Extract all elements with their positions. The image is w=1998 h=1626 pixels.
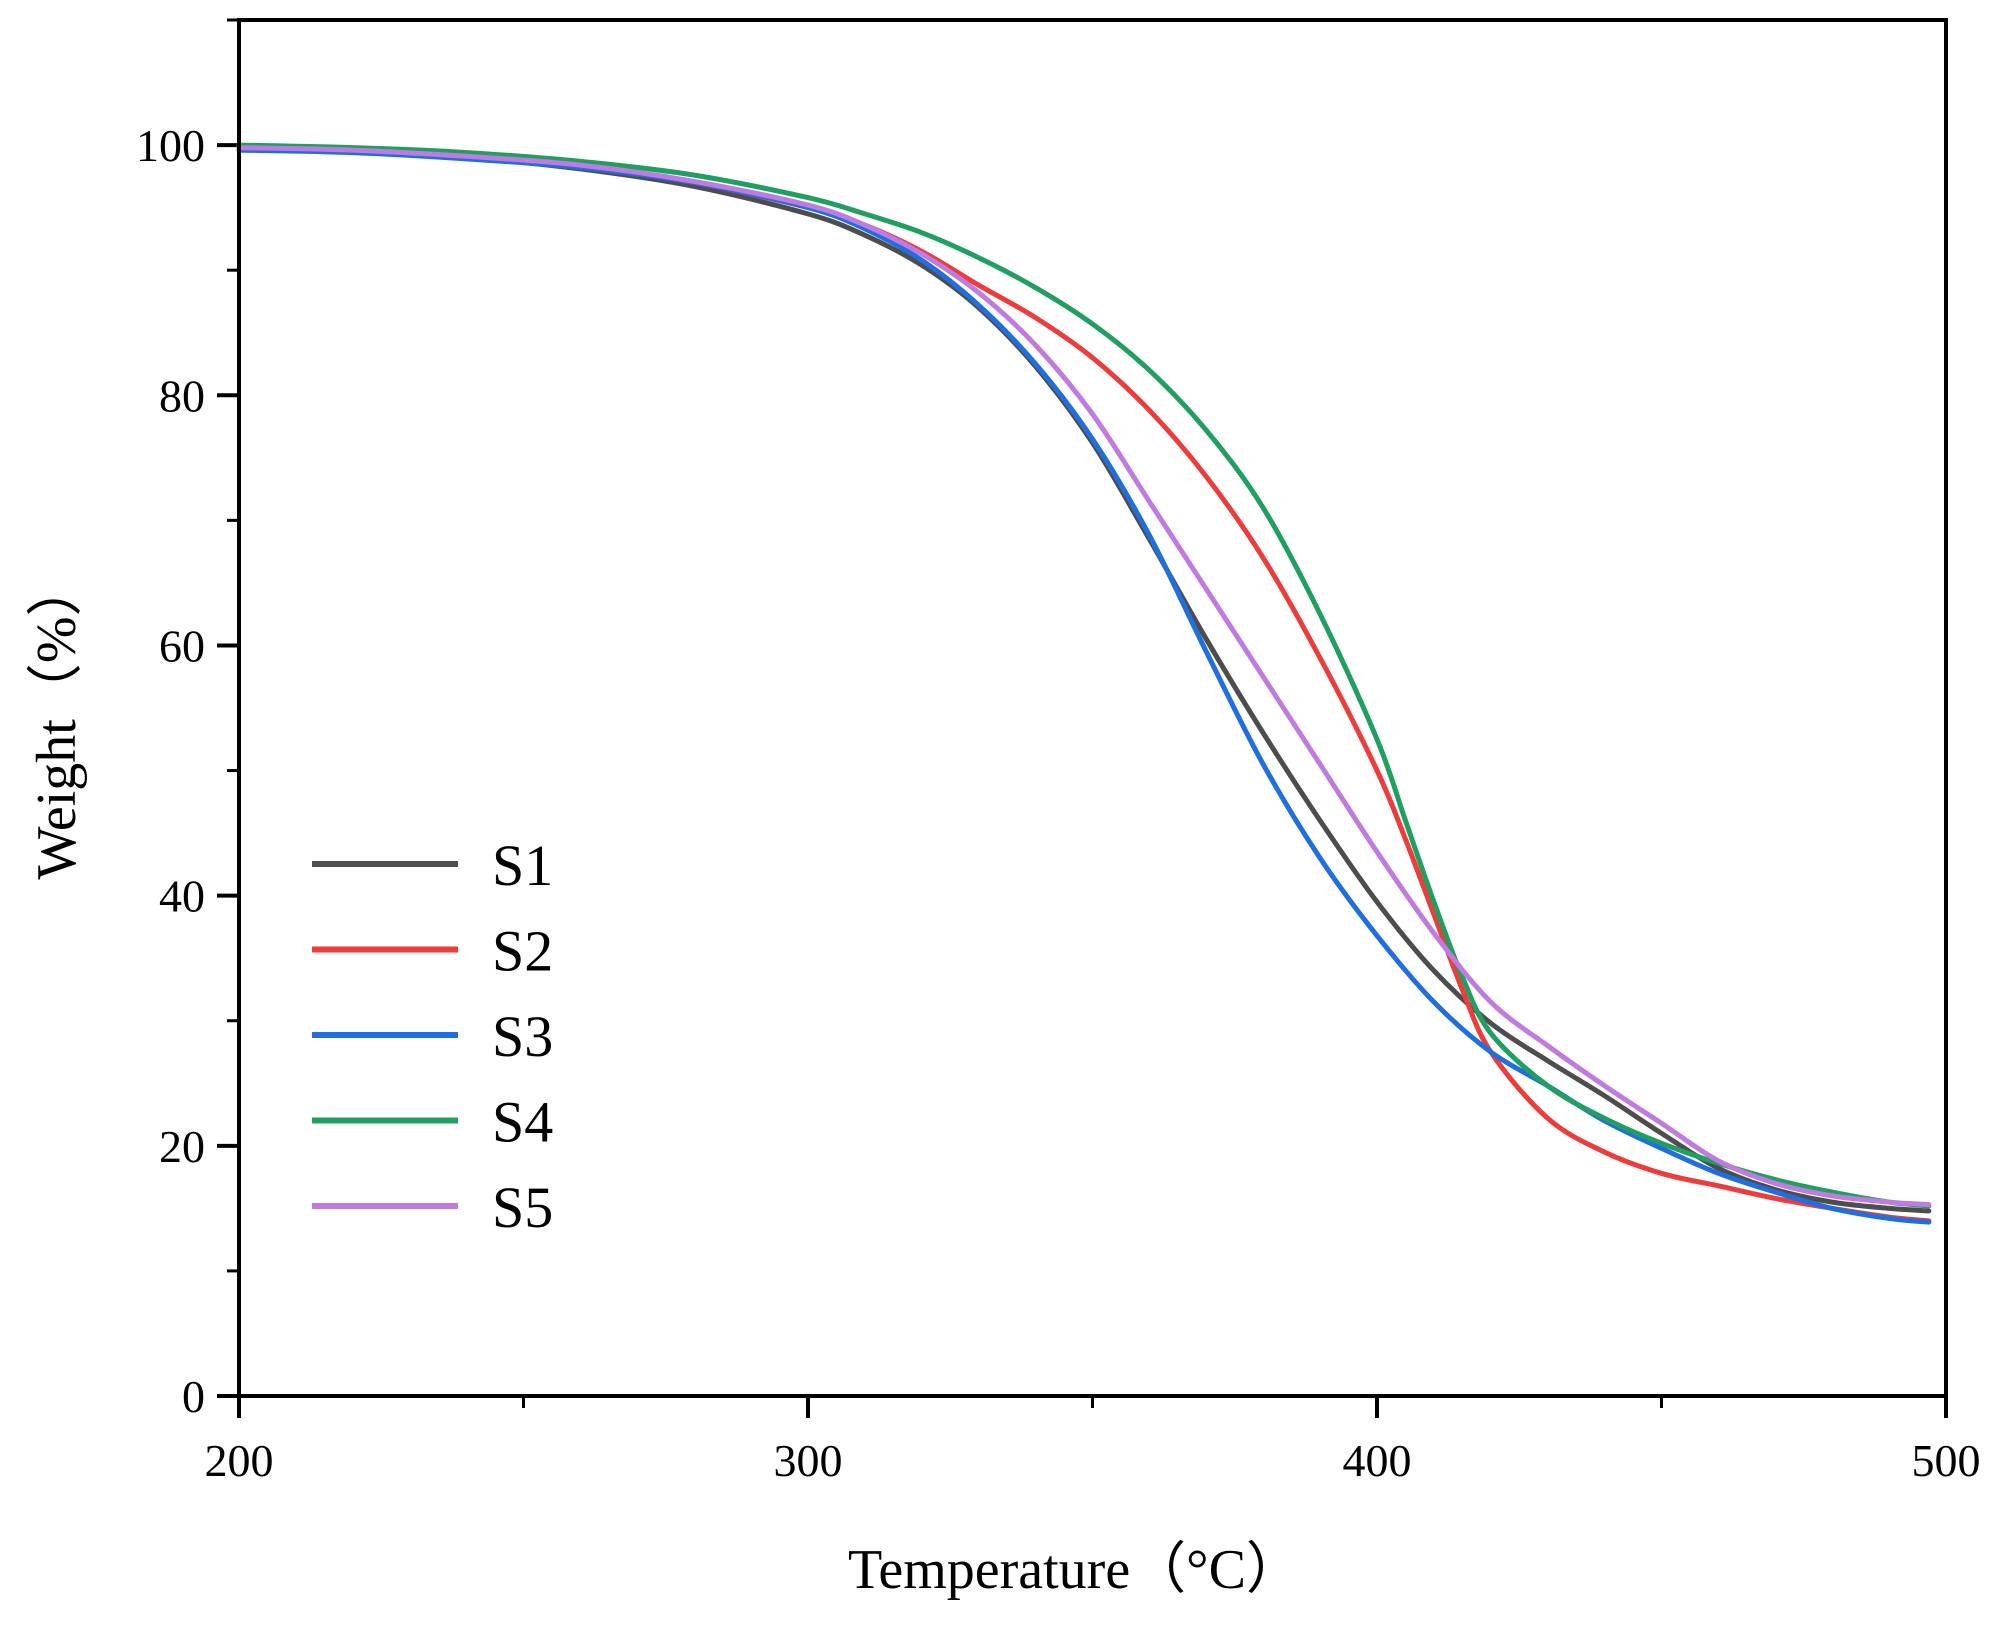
x-tick-label: 400 <box>1343 1435 1412 1486</box>
legend-label-s3: S3 <box>492 1004 553 1069</box>
series-layer <box>236 142 1932 1225</box>
y-tick-label: 100 <box>136 120 205 171</box>
x-tick-label: 200 <box>205 1435 274 1486</box>
legend: S1 S2 S3 S4 S5 <box>312 833 553 1240</box>
legend-label-s1: S1 <box>492 833 553 898</box>
y-tick-label: 0 <box>182 1371 205 1422</box>
ticks-layer: 200 300 400 500 0 20 40 60 80 100 <box>136 18 1981 1486</box>
y-tick-label: 80 <box>159 370 205 421</box>
series-line-s5 <box>236 145 1932 1208</box>
y-tick-label: 40 <box>159 871 205 922</box>
legend-label-s2: S2 <box>492 919 553 984</box>
y-axis-title: Weight（%） <box>26 561 88 880</box>
legend-label-s5: S5 <box>492 1175 553 1240</box>
x-tick-label: 300 <box>774 1435 843 1486</box>
y-tick-label: 20 <box>159 1121 205 1172</box>
x-tick-label: 500 <box>1912 1435 1981 1486</box>
plot-frame <box>237 18 1948 1398</box>
y-tick-label: 60 <box>159 620 205 671</box>
x-axis-title: Temperature（°C） <box>848 1539 1302 1601</box>
series-line-s1 <box>236 145 1932 1214</box>
series-line-s4 <box>236 142 1932 1209</box>
legend-label-s4: S4 <box>492 1090 553 1155</box>
